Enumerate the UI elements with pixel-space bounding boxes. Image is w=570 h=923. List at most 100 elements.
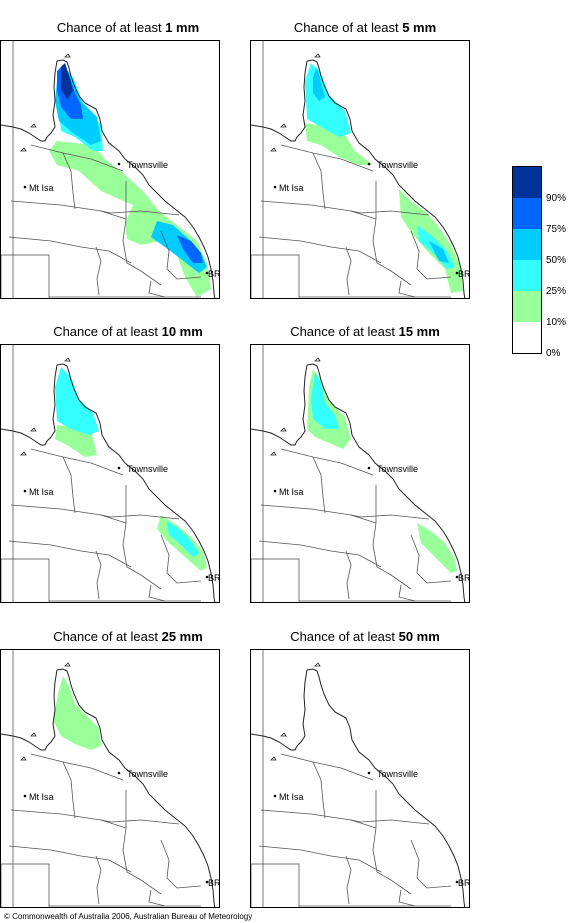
- legend-swatch-0: [513, 322, 541, 353]
- region-boundary: [312, 761, 326, 819]
- probability-zone: [49, 141, 211, 297]
- region-boundary: [345, 550, 352, 600]
- region-boundary: [398, 889, 416, 907]
- island: [30, 427, 37, 432]
- island: [270, 756, 277, 761]
- mt-isa-label: Mt Isa: [29, 792, 54, 802]
- mt-isa-marker: [23, 185, 27, 189]
- legend-label-50: 50%: [546, 255, 567, 266]
- mt-isa-label: Mt Isa: [279, 487, 304, 497]
- mt-isa-marker: [273, 489, 277, 493]
- region-boundary: [372, 790, 412, 895]
- townsville-marker: [117, 162, 121, 166]
- map-panel-50mm: Townsville Mt Isa BRIS: [250, 649, 470, 908]
- probability-zone: [417, 523, 457, 573]
- island: [64, 357, 71, 362]
- region-boundary: [260, 200, 377, 220]
- panel-title-1mm: Chance of at least 1 mm: [56, 20, 200, 35]
- brisbane-marker: [205, 271, 209, 275]
- region-boundary: [372, 485, 412, 590]
- coastline: [1, 60, 58, 142]
- probability-zone: [167, 521, 199, 557]
- island: [314, 53, 321, 58]
- island: [280, 123, 287, 128]
- coastline: [251, 669, 308, 751]
- legend-label-25: 25%: [546, 286, 567, 297]
- mt-isa-marker: [273, 794, 277, 798]
- island: [30, 123, 37, 128]
- brisbane-label: BRIS: [458, 269, 470, 279]
- map-panel-10mm: Townsville Mt Isa BRIS: [0, 344, 220, 603]
- legend-swatch-25: [513, 260, 541, 291]
- region-boundary: [345, 855, 352, 905]
- region-boundary: [30, 144, 124, 172]
- map-panel-5mm: Townsville Mt Isa BRIS: [250, 40, 470, 299]
- townsville-label: Townsville: [127, 160, 168, 170]
- mt-isa-label: Mt Isa: [29, 183, 54, 193]
- region-boundary: [8, 236, 132, 264]
- island: [20, 147, 27, 152]
- region-boundary: [160, 839, 202, 889]
- map-panel-25mm: Townsville Mt Isa BRIS: [0, 649, 220, 908]
- townsville-label: Townsville: [377, 160, 418, 170]
- region-boundary: [30, 753, 124, 781]
- region-boundary: [122, 181, 162, 286]
- region-boundary: [258, 236, 382, 264]
- mt-isa-label: Mt Isa: [279, 183, 304, 193]
- legend-label-75: 75%: [546, 224, 567, 235]
- brisbane-marker: [455, 880, 459, 884]
- legend-swatch-75: [513, 198, 541, 229]
- coastline: [56, 363, 216, 602]
- map-canvas: Townsville Mt Isa BRIS: [251, 41, 470, 298]
- coastline: [306, 668, 466, 907]
- brisbane-label: BRIS: [208, 573, 220, 583]
- region-boundary: [398, 584, 416, 602]
- mt-isa-marker: [23, 794, 27, 798]
- colour-legend: [512, 166, 542, 354]
- brisbane-label: BRIS: [208, 878, 220, 888]
- probability-zone: [177, 235, 203, 263]
- region-boundary: [160, 534, 202, 584]
- townsville-label: Townsville: [377, 464, 418, 474]
- legend-swatch-90: [513, 167, 541, 198]
- state-border-box: [251, 863, 300, 907]
- mt-isa-label: Mt Isa: [279, 792, 304, 802]
- region-boundary: [8, 540, 132, 568]
- coastline: [306, 363, 466, 602]
- region-boundary: [398, 280, 416, 298]
- island: [280, 732, 287, 737]
- region-boundary: [62, 456, 76, 514]
- panel-title-25mm: Chance of at least 25 mm: [53, 629, 203, 644]
- coastline: [1, 669, 58, 751]
- map-canvas: Townsville Mt Isa BRIS: [251, 650, 469, 907]
- legend-swatch-50: [513, 229, 541, 260]
- map-canvas: Townsville Mt Isa BRIS: [251, 345, 469, 602]
- island: [64, 53, 71, 58]
- region-boundary: [95, 855, 102, 905]
- region-boundary: [122, 485, 162, 590]
- probability-zone: [55, 367, 99, 435]
- island: [270, 451, 277, 456]
- townsville-marker: [367, 162, 371, 166]
- region-boundary: [345, 246, 352, 296]
- region-boundary: [122, 790, 162, 895]
- probability-zone: [53, 676, 101, 750]
- region-boundary: [62, 761, 76, 819]
- probability-zone: [429, 241, 449, 263]
- mt-isa-marker: [23, 489, 27, 493]
- region-boundary: [95, 246, 102, 296]
- region-boundary: [280, 448, 374, 476]
- region-boundary: [95, 550, 102, 600]
- mt-isa-marker: [273, 185, 277, 189]
- region-boundary: [148, 584, 166, 602]
- probability-zone: [313, 67, 325, 101]
- state-border-box: [1, 254, 50, 298]
- brisbane-label: BRIS: [208, 269, 220, 279]
- island: [20, 451, 27, 456]
- legend-label-10: 10%: [546, 317, 567, 328]
- region-boundary: [10, 200, 127, 220]
- probability-zone: [311, 373, 339, 429]
- state-border-box: [251, 558, 300, 602]
- region-boundary: [410, 230, 452, 280]
- panel-title-5mm: Chance of at least 5 mm: [293, 20, 437, 35]
